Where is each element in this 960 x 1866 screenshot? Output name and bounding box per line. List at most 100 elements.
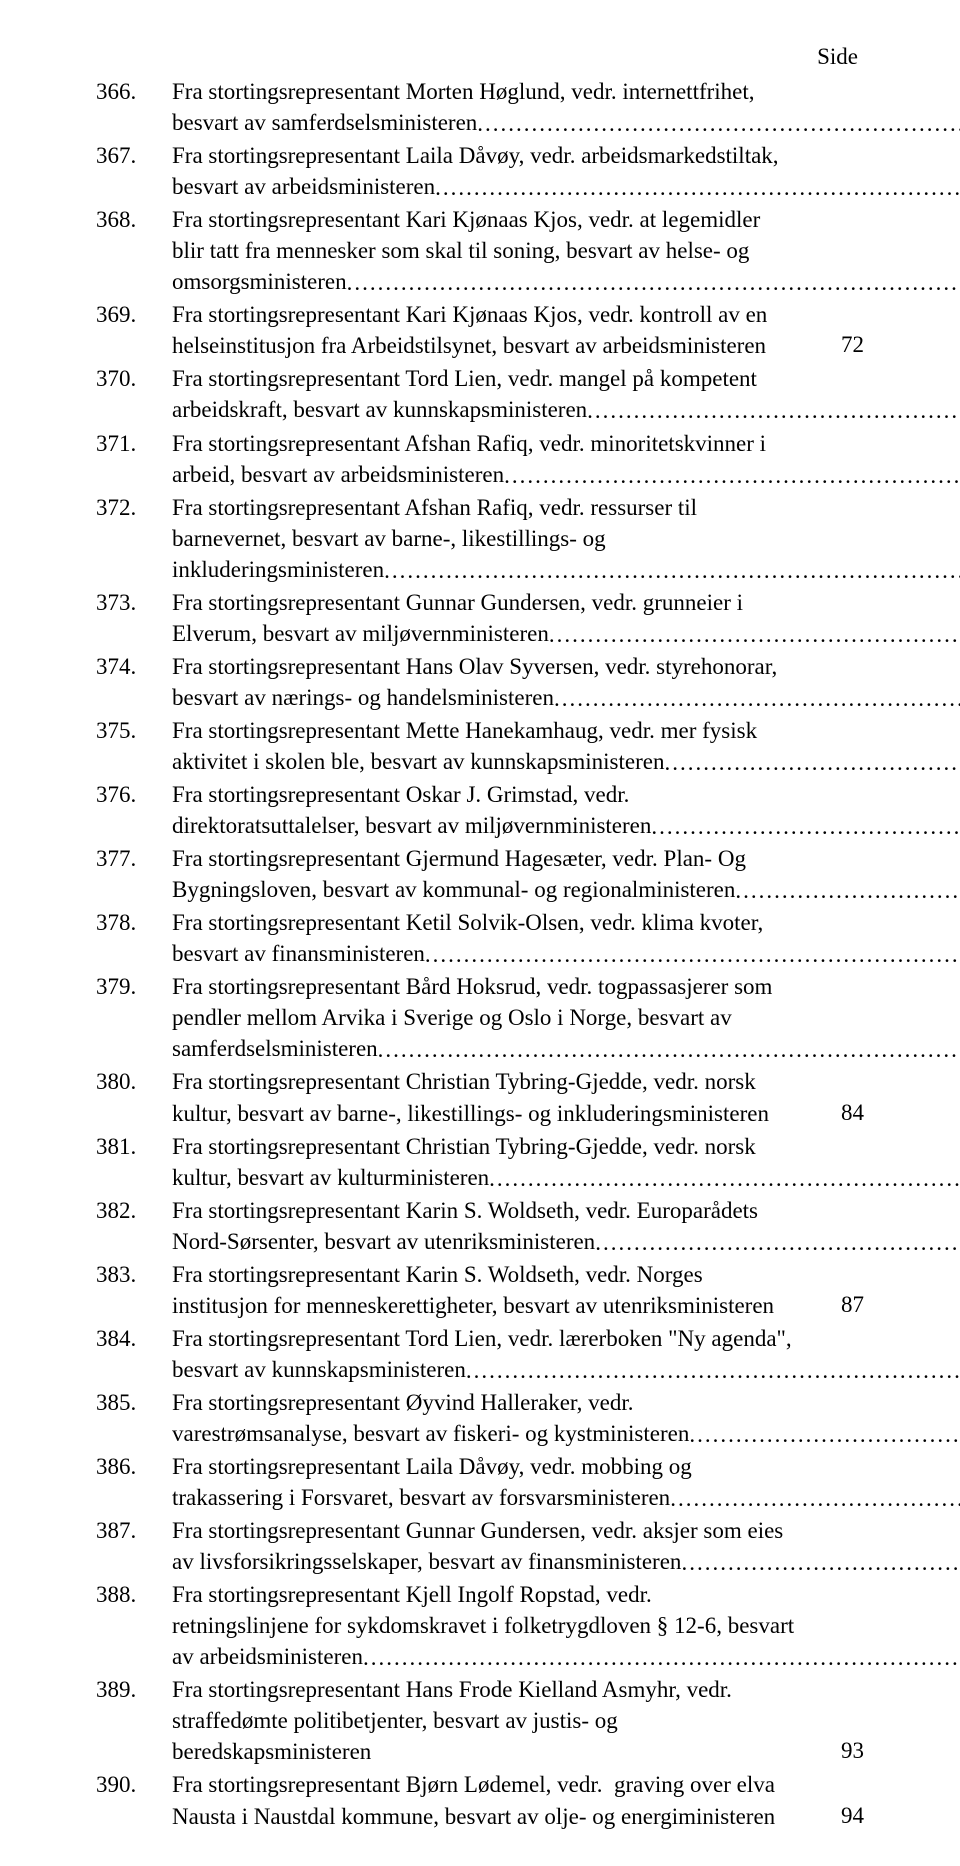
- entry-line-text: helseinstitusjon fra Arbeidstilsynet, be…: [172, 330, 766, 361]
- entry-line: Fra stortingsrepresentant Gjermund Hages…: [172, 843, 960, 874]
- entry-line-text: Fra stortingsrepresentant Afshan Rafiq, …: [172, 492, 697, 523]
- entry-line: Elverum, besvart av miljøvernministeren: [172, 618, 960, 649]
- entry-line-text: varestrømsanalyse, besvart av fiskeri- o…: [172, 1418, 689, 1449]
- entry-text: Fra stortingsrepresentant Mette Hanekamh…: [172, 715, 960, 777]
- entry-line-text: Fra stortingsrepresentant Christian Tybr…: [172, 1066, 756, 1097]
- entry-line-text: Fra stortingsrepresentant Laila Dåvøy, v…: [172, 140, 779, 171]
- entry-text: Fra stortingsrepresentant Hans Olav Syve…: [172, 651, 960, 713]
- entry-line-text: Fra stortingsrepresentant Gunnar Gunders…: [172, 1515, 783, 1546]
- toc-entry: 371.Fra stortingsrepresentant Afshan Raf…: [96, 428, 864, 490]
- entry-text: Fra stortingsrepresentant Oskar J. Grims…: [172, 779, 960, 841]
- entry-number: 376.: [96, 779, 172, 810]
- entry-number: 369.: [96, 299, 172, 330]
- entry-line-text: besvart av finansministeren: [172, 938, 425, 969]
- entry-line: Fra stortingsrepresentant Oskar J. Grims…: [172, 779, 960, 810]
- toc-entry: 372.Fra stortingsrepresentant Afshan Raf…: [96, 492, 864, 585]
- toc-entry: 380.Fra stortingsrepresentant Christian …: [96, 1066, 864, 1128]
- toc-entry: 386.Fra stortingsrepresentant Laila Dåvø…: [96, 1451, 864, 1513]
- entry-line: pendler mellom Arvika i Sverige og Oslo …: [172, 1002, 960, 1033]
- leader-dots: [651, 811, 960, 841]
- entry-line: Fra stortingsrepresentant Hans Olav Syve…: [172, 651, 960, 682]
- leader-dots: [664, 747, 960, 777]
- entry-text: Fra stortingsrepresentant Morten Høglund…: [172, 76, 960, 138]
- entry-line: kultur, besvart av kulturministeren: [172, 1162, 960, 1193]
- leader-dots: [363, 1642, 960, 1672]
- entry-number: 384.: [96, 1323, 172, 1354]
- leader-dots: [504, 460, 960, 490]
- entry-text: Fra stortingsrepresentant Afshan Rafiq, …: [172, 492, 960, 585]
- entry-line: Fra stortingsrepresentant Kjell Ingolf R…: [172, 1579, 960, 1610]
- entry-line-text: trakassering i Forsvaret, besvart av for…: [172, 1482, 670, 1513]
- entry-text: Fra stortingsrepresentant Øyvind Hallera…: [172, 1387, 960, 1449]
- entry-page-number: 87: [818, 1289, 864, 1321]
- entry-line: Fra stortingsrepresentant Laila Dåvøy, v…: [172, 140, 960, 171]
- entry-number: 388.: [96, 1579, 172, 1610]
- entry-line-text: Fra stortingsrepresentant Gunnar Gunders…: [172, 587, 743, 618]
- entry-line-text: besvart av arbeidsministeren: [172, 171, 435, 202]
- entry-text: Fra stortingsrepresentant Bård Hoksrud, …: [172, 971, 960, 1064]
- entry-line: besvart av samferdselsministeren: [172, 107, 960, 138]
- entry-line: Fra stortingsrepresentant Kari Kjønaas K…: [172, 299, 810, 330]
- leader-dots: [587, 395, 960, 425]
- entry-line-text: Fra stortingsrepresentant Bjørn Lødemel,…: [172, 1769, 775, 1800]
- entry-number: 367.: [96, 140, 172, 171]
- entry-number: 371.: [96, 428, 172, 459]
- entry-text: Fra stortingsrepresentant Christian Tybr…: [172, 1131, 960, 1193]
- page-side-header: Side: [96, 44, 864, 70]
- entry-line-text: besvart av samferdselsministeren: [172, 107, 477, 138]
- toc-entry: 383.Fra stortingsrepresentant Karin S. W…: [96, 1259, 864, 1321]
- entry-line-text: Fra stortingsrepresentant Oskar J. Grims…: [172, 779, 629, 810]
- entry-line: Fra stortingsrepresentant Gunnar Gunders…: [172, 1515, 960, 1546]
- entry-line: besvart av kunnskapsministeren: [172, 1354, 960, 1385]
- entry-line-text: Fra stortingsrepresentant Ketil Solvik-O…: [172, 907, 763, 938]
- leader-dots: [489, 1163, 960, 1193]
- leader-dots: [554, 683, 960, 713]
- entry-text: Fra stortingsrepresentant Christian Tybr…: [172, 1066, 818, 1128]
- toc-entry: 388.Fra stortingsrepresentant Kjell Ingo…: [96, 1579, 864, 1672]
- entry-text: Fra stortingsrepresentant Tord Lien, ved…: [172, 363, 960, 425]
- entry-text: Fra stortingsrepresentant Karin S. Wolds…: [172, 1259, 818, 1321]
- entry-line-text: Fra stortingsrepresentant Mette Hanekamh…: [172, 715, 757, 746]
- entry-line-text: institusjon for menneskerettigheter, bes…: [172, 1290, 774, 1321]
- entry-text: Fra stortingsrepresentant Afshan Rafiq, …: [172, 428, 960, 490]
- toc-entries: 366.Fra stortingsrepresentant Morten Høg…: [96, 76, 864, 1832]
- leader-dots: [425, 939, 960, 969]
- entry-text: Fra stortingsrepresentant Kari Kjønaas K…: [172, 299, 818, 361]
- entry-line-text: Fra stortingsrepresentant Gjermund Hages…: [172, 843, 746, 874]
- entry-number: 378.: [96, 907, 172, 938]
- entry-line: varestrømsanalyse, besvart av fiskeri- o…: [172, 1418, 960, 1449]
- entry-page-number: 93: [818, 1735, 864, 1767]
- entry-line-text: Fra stortingsrepresentant Tord Lien, ved…: [172, 1323, 792, 1354]
- entry-line: av livsforsikringsselskaper, besvart av …: [172, 1546, 960, 1577]
- entry-number: 385.: [96, 1387, 172, 1418]
- entry-line: Nord-Sørsenter, besvart av utenriksminis…: [172, 1226, 960, 1257]
- entry-line: Fra stortingsrepresentant Laila Dåvøy, v…: [172, 1451, 960, 1482]
- entry-line-text: kultur, besvart av kulturministeren: [172, 1162, 489, 1193]
- entry-text: Fra stortingsrepresentant Gjermund Hages…: [172, 843, 960, 905]
- entry-line-text: arbeid, besvart av arbeidsministeren: [172, 459, 504, 490]
- entry-line: straffedømte politibetjenter, besvart av…: [172, 1705, 810, 1736]
- toc-entry: 366.Fra stortingsrepresentant Morten Høg…: [96, 76, 864, 138]
- entry-line: arbeid, besvart av arbeidsministeren: [172, 459, 960, 490]
- entry-line-text: barnevernet, besvart av barne-, likestil…: [172, 523, 606, 554]
- leader-dots: [595, 1227, 960, 1257]
- entry-line-text: kultur, besvart av barne-, likestillings…: [172, 1098, 769, 1129]
- entry-number: 368.: [96, 204, 172, 235]
- leader-dots: [670, 1483, 960, 1513]
- entry-line-text: Fra stortingsrepresentant Laila Dåvøy, v…: [172, 1451, 692, 1482]
- entry-line: omsorgsministeren: [172, 266, 960, 297]
- entry-line: Fra stortingsrepresentant Tord Lien, ved…: [172, 363, 960, 394]
- leader-dots: [435, 172, 960, 202]
- entry-line: Fra stortingsrepresentant Afshan Rafiq, …: [172, 492, 960, 523]
- entry-number: 375.: [96, 715, 172, 746]
- entry-line-text: blir tatt fra mennesker som skal til son…: [172, 235, 749, 266]
- entry-line-text: Fra stortingsrepresentant Bård Hoksrud, …: [172, 971, 772, 1002]
- entry-number: 374.: [96, 651, 172, 682]
- entry-line-text: beredskapsministeren: [172, 1736, 371, 1767]
- entry-line-text: Nord-Sørsenter, besvart av utenriksminis…: [172, 1226, 595, 1257]
- leader-dots: [549, 619, 960, 649]
- entry-text: Fra stortingsrepresentant Karin S. Wolds…: [172, 1195, 960, 1257]
- toc-entry: 368.Fra stortingsrepresentant Kari Kjøna…: [96, 204, 864, 297]
- entry-line-text: Fra stortingsrepresentant Kari Kjønaas K…: [172, 299, 767, 330]
- entry-number: 380.: [96, 1066, 172, 1097]
